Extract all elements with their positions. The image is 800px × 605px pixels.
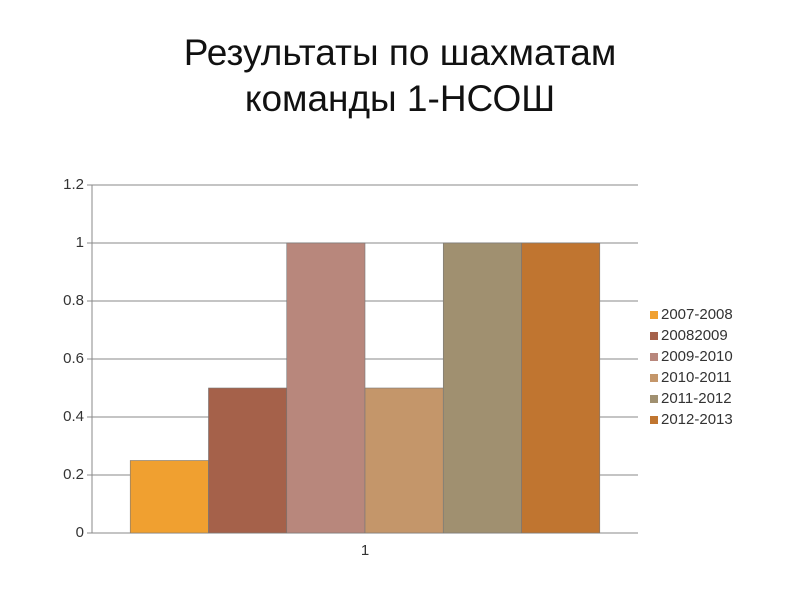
y-tick-label: 1.2: [63, 176, 84, 193]
y-tick-label: 1: [76, 234, 84, 251]
legend-label: 2007-2008: [661, 306, 733, 323]
legend-swatch: [650, 395, 658, 403]
bar: [129, 460, 209, 534]
legend-swatch: [650, 353, 658, 361]
y-tick-label: 0.2: [63, 466, 84, 483]
bar: [364, 387, 444, 534]
legend-swatch: [650, 416, 658, 424]
legend-swatch: [650, 311, 658, 319]
y-tick-label: 0.8: [63, 292, 84, 309]
chart-title: команды 1-НСОШ: [245, 78, 555, 119]
chart-title: Результаты по шахматам: [184, 32, 617, 73]
y-tick-label: 0.6: [63, 350, 84, 367]
legend-label: 20082009: [661, 327, 728, 344]
bar: [208, 387, 288, 534]
legend-label: 2010-2011: [661, 369, 732, 386]
bar: [442, 242, 522, 534]
bar: [286, 242, 366, 534]
legend-label: 2012-2013: [661, 411, 733, 428]
y-tick-label: 0.4: [63, 408, 84, 425]
legend-swatch: [650, 332, 658, 340]
legend-label: 2011-2012: [661, 390, 732, 407]
bar: [521, 242, 601, 534]
x-tick-label: 1: [361, 542, 369, 559]
y-tick-label: 0: [76, 524, 84, 541]
legend-label: 2009-2010: [661, 348, 733, 365]
legend-swatch: [650, 374, 658, 382]
